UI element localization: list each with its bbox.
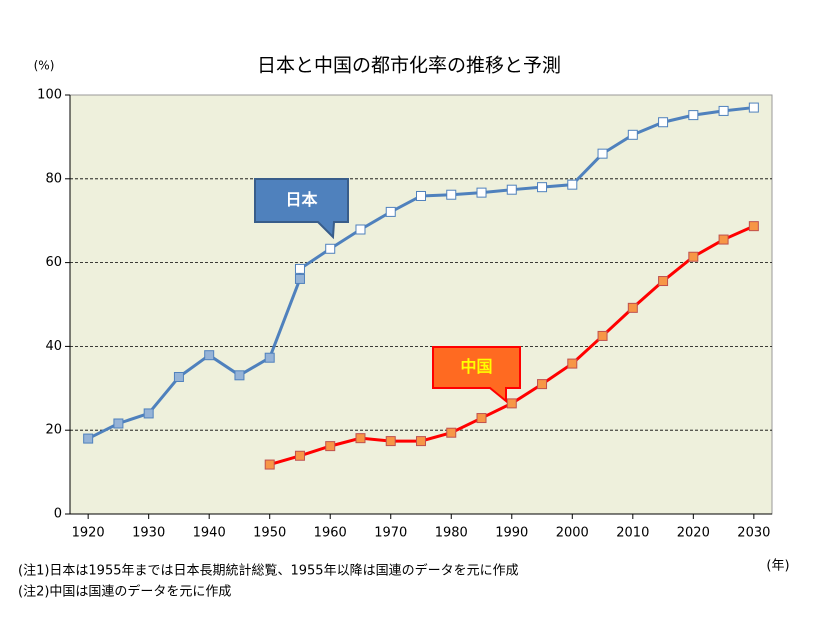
marker [748,221,759,232]
marker [355,224,366,235]
x-tick-label: 1920 [72,526,105,541]
plot-area [69,94,773,515]
y-tick-label: 20 [45,423,62,438]
x-tick-label: 1960 [314,526,347,541]
marker [506,398,517,409]
y-tick-label: 60 [45,255,62,270]
callout-box [432,346,521,404]
marker [476,413,487,424]
x-tick-label: 2000 [556,526,589,541]
marker [476,187,487,198]
y-tick-label: 80 [45,171,62,186]
marker [718,234,729,245]
marker [506,184,517,195]
marker [325,243,336,254]
marker [264,459,275,470]
marker [143,408,154,419]
x-tick-label: 1980 [435,526,468,541]
x-tick-label: 1970 [374,526,407,541]
x-tick-label: 1990 [495,526,528,541]
marker [597,330,608,341]
marker [83,433,94,444]
marker [627,129,638,140]
callout-box [254,178,349,240]
y-tick-label: 100 [37,88,62,103]
x-tick-label: 1940 [193,526,226,541]
marker [718,105,729,116]
marker [294,263,305,274]
marker [688,110,699,121]
marker [658,276,669,287]
marker [204,350,215,361]
x-tick-label: 1930 [132,526,165,541]
legend-callout: 日本 [254,178,349,240]
marker [264,352,275,363]
marker [294,273,305,284]
marker [294,450,305,461]
marker [537,182,548,193]
marker [658,117,669,128]
marker [446,427,457,438]
y-tick-label: 0 [54,507,62,522]
marker [113,418,124,429]
marker [567,358,578,369]
legend-label: 日本 [285,190,317,209]
marker [385,436,396,447]
marker [627,302,638,313]
marker [567,179,578,190]
marker [688,251,699,262]
x-tick-label: 2030 [737,526,770,541]
marker [355,433,366,444]
marker [325,441,336,452]
y-unit: (%) [34,59,55,73]
marker [748,102,759,113]
marker [597,148,608,159]
x-tick-label: 2020 [677,526,710,541]
x-tick-label: 2010 [616,526,649,541]
x-unit: (年) [766,559,789,574]
legend-label: 中国 [460,357,492,376]
marker [416,190,426,201]
marker [537,379,548,390]
marker [446,189,457,200]
marker [173,371,184,382]
marker [234,370,245,381]
marker [416,436,426,447]
note: (注2)中国は国連のデータを元に作成 [18,584,231,600]
chart-title: 日本と中国の都市化率の推移と予測 [257,55,561,77]
note: (注1)日本は1955年までは日本長期統計総覧、1955年以降は国連のデータを元… [18,563,519,579]
y-tick-label: 40 [45,339,62,354]
x-tick-label: 1950 [253,526,286,541]
legend-callout: 中国 [432,346,521,404]
series-line [87,106,755,440]
marker [385,206,396,217]
